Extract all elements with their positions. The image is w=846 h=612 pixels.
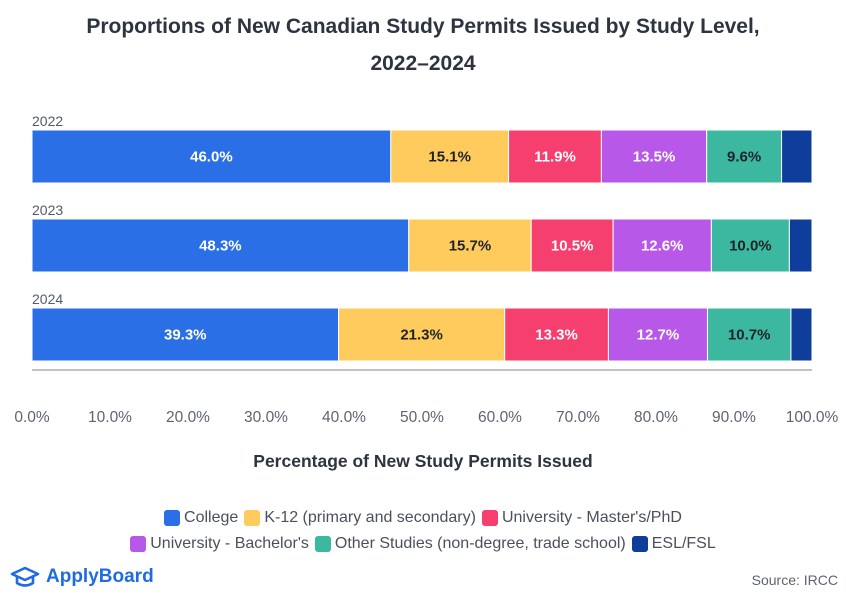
- source-note: Source: IRCC: [751, 572, 838, 588]
- legend-row-2: University - Bachelor's Other Studies (no…: [0, 533, 846, 559]
- data-label-2023-k-12-primary-and-secondary: 15.7%: [449, 238, 492, 255]
- legend-label: College: [184, 509, 239, 526]
- data-label-2022-k-12-primary-and-secondary: 15.1%: [428, 149, 471, 166]
- data-label-2022-university-bachelor-s: 13.5%: [633, 149, 676, 166]
- x-axis-label: Percentage of New Study Permits Issued: [253, 451, 593, 471]
- legend-item-other-studies-non-degree-trade-school: Other Studies (non-degree, trade school): [314, 533, 626, 555]
- legend-swatch: [130, 536, 147, 552]
- legend-label: Other Studies (non-degree, trade school): [334, 535, 626, 552]
- legend-item-university-master-s-phd: University - Master's/PhD: [481, 507, 682, 529]
- x-tick-label: 0.0%: [14, 409, 50, 426]
- bar-2024-esl-fsl: [790, 307, 813, 362]
- legend-item-k-12-primary-and-secondary: K-12 (primary and secondary): [244, 507, 476, 529]
- chart-title: Proportions of New Canadian Study Permit…: [0, 8, 846, 82]
- legend-swatch: [631, 536, 648, 552]
- bar-2022-university-master-s-phd: [508, 129, 602, 184]
- legend-swatch: [314, 536, 331, 552]
- legend-item-college: College: [164, 507, 238, 529]
- graduation-cap-icon: [10, 566, 40, 587]
- year-label-2024: 2024: [32, 291, 63, 307]
- legend-item-university-bachelor-s: University - Bachelor's: [130, 533, 309, 555]
- data-label-2023-university-master-s-phd: 10.5%: [551, 238, 594, 255]
- bar-2022-other-studies-non-degree-trade-school: [706, 129, 783, 184]
- data-label-2022-other-studies-non-degree-trade-school: 9.6%: [727, 149, 761, 166]
- x-tick-label: 100.0%: [786, 409, 839, 426]
- title-line-2: 2022–2024: [370, 52, 476, 75]
- legend-swatch: [244, 510, 261, 526]
- x-tick-label: 70.0%: [556, 409, 600, 426]
- x-tick-label: 40.0%: [322, 409, 366, 426]
- bar-2022-university-bachelor-s: [600, 129, 708, 184]
- x-tick-label: 10.0%: [88, 409, 132, 426]
- data-label-2024-university-master-s-phd: 13.3%: [535, 327, 578, 344]
- x-tick-label: 90.0%: [712, 409, 756, 426]
- title-line-1: Proportions of New Canadian Study Permit…: [86, 15, 760, 38]
- data-label-2022-college: 46.0%: [190, 149, 233, 166]
- legend: College K-12 (primary and secondary) Unive…: [0, 507, 846, 559]
- year-label-2023: 2023: [32, 202, 63, 218]
- data-label-2024-university-bachelor-s: 12.7%: [637, 327, 680, 344]
- bar-2024-university-bachelor-s: [607, 307, 708, 362]
- x-tick-label: 80.0%: [634, 409, 678, 426]
- legend-label: University - Master's/PhD: [501, 509, 682, 526]
- legend-swatch: [481, 510, 498, 526]
- bar-2024-k-12-primary-and-secondary: [338, 307, 506, 362]
- bar-2022-k-12-primary-and-secondary: [390, 129, 510, 184]
- legend-row-1: College K-12 (primary and secondary) Unive…: [0, 507, 846, 533]
- bar-2022-esl-fsl: [781, 129, 813, 184]
- data-label-2024-college: 39.3%: [164, 327, 207, 344]
- bar-2023-college: [31, 218, 410, 273]
- stacked-bar-chart: 2022 46.0% 15.1% 11.9% 13.5% 9.6% 2023 48.3% 15.…: [14, 113, 839, 426]
- legend-item-esl-fsl: ESL/FSL: [631, 533, 716, 555]
- x-tick-label: 20.0%: [166, 409, 210, 426]
- x-tick-label: 60.0%: [478, 409, 522, 426]
- data-label-2024-other-studies-non-degree-trade-school: 10.7%: [728, 327, 771, 344]
- bar-2023-other-studies-non-degree-trade-school: [710, 218, 790, 273]
- bar-2023-university-master-s-phd: [530, 218, 614, 273]
- data-label-2022-university-master-s-phd: 11.9%: [534, 149, 576, 166]
- legend-label: ESL/FSL: [651, 535, 716, 552]
- legend-label: K-12 (primary and secondary): [264, 509, 476, 526]
- x-tick-label: 50.0%: [400, 409, 444, 426]
- bar-2022-college: [31, 129, 392, 184]
- data-label-2023-college: 48.3%: [199, 238, 242, 255]
- data-label-2024-k-12-primary-and-secondary: 21.3%: [400, 327, 443, 344]
- legend-swatch: [164, 510, 181, 526]
- data-label-2023-other-studies-non-degree-trade-school: 10.0%: [729, 238, 772, 255]
- applyboard-logo: ApplyBoard: [10, 566, 154, 588]
- brand-name: ApplyBoard: [46, 566, 154, 587]
- bar-2023-esl-fsl: [788, 218, 813, 273]
- bar-2023-k-12-primary-and-secondary: [408, 218, 532, 273]
- data-label-2023-university-bachelor-s: 12.6%: [641, 238, 684, 255]
- bar-2023-university-bachelor-s: [612, 218, 712, 273]
- bar-2024-university-master-s-phd: [504, 307, 609, 362]
- legend-label: University - Bachelor's: [150, 535, 309, 552]
- x-tick-label: 30.0%: [244, 409, 288, 426]
- year-label-2022: 2022: [32, 113, 63, 129]
